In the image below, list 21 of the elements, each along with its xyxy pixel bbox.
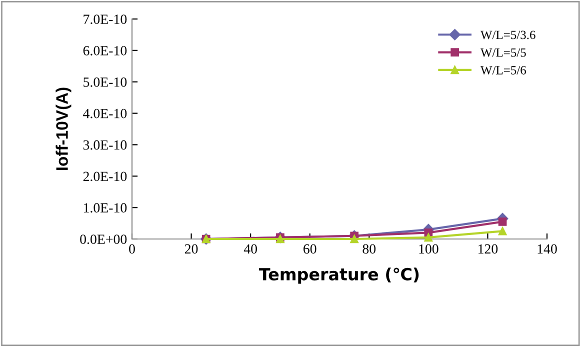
- y-tick-label: 6.0E-10: [83, 46, 127, 56]
- x-tick-label: 140: [538, 244, 557, 254]
- y-tick-label: 5.0E-10: [84, 77, 127, 87]
- x-tick-label: 120: [478, 244, 498, 254]
- y-tick-label: 4.0E-10: [83, 108, 127, 118]
- x-tick-label: 40: [244, 244, 257, 254]
- legend-label: W/L=5/3.6: [480, 30, 536, 40]
- y-tick-label: 3.0E-10: [83, 140, 127, 150]
- x-axis-title: Temperature (℃): [259, 268, 419, 284]
- x-tick-label: 20: [184, 244, 198, 254]
- legend-label: W/L=5/5: [480, 48, 526, 57]
- y-tick-label: 1.0E-10: [84, 203, 127, 213]
- y-tick-label: 7.0E-10: [84, 14, 127, 24]
- y-axis-title: Ioff-10V(A): [56, 88, 72, 170]
- y-tick-label: 2.0E-10: [83, 172, 127, 182]
- x-tick-label: 60: [304, 244, 316, 254]
- x-tick-label: 80: [362, 244, 376, 254]
- legend-label: W/L=5/6: [480, 66, 526, 75]
- x-tick-label: 0: [129, 244, 135, 254]
- x-tick-label: 100: [419, 244, 438, 254]
- y-tick-label: 0.0E+00: [80, 234, 127, 244]
